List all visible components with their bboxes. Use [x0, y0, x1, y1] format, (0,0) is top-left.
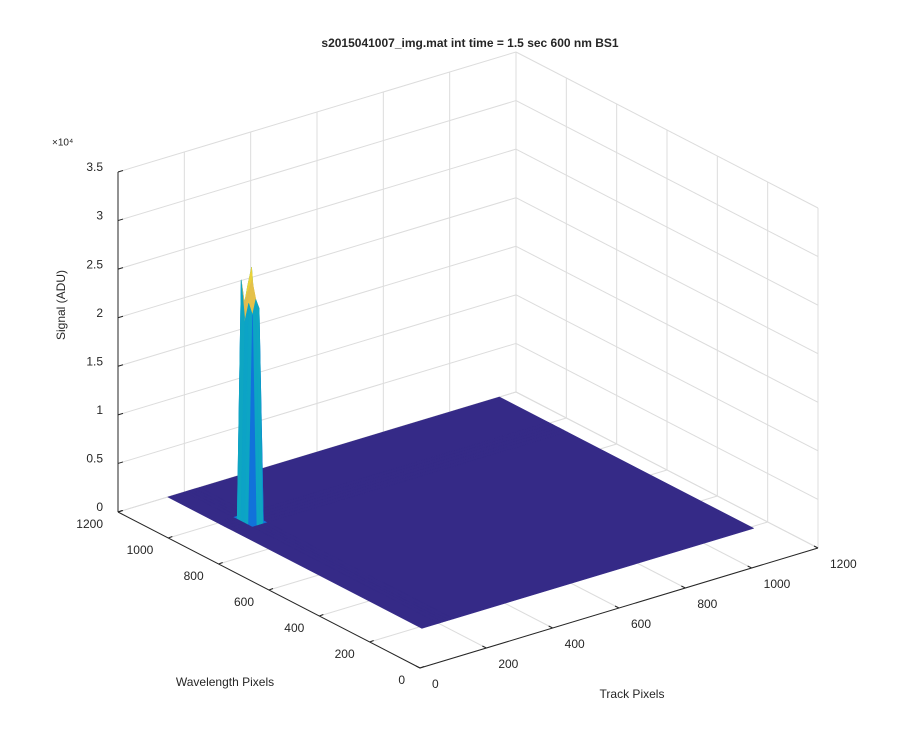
z-tick-label: 0.5	[86, 452, 103, 466]
z-axis-label: Signal (ADU)	[54, 270, 68, 340]
x-tick-label: 1000	[764, 577, 791, 591]
x-tick	[747, 565, 752, 569]
z-tick	[117, 218, 124, 222]
x-tick-label: 400	[565, 637, 585, 651]
z-tick	[117, 315, 124, 319]
y-tick-label: 600	[234, 595, 254, 609]
chart-title: s2015041007_img.mat int time = 1.5 sec 6…	[321, 36, 619, 50]
y-tick-label: 1000	[127, 543, 154, 557]
grid-line	[515, 51, 819, 209]
y-tick	[419, 666, 425, 669]
grid-line	[117, 197, 517, 319]
x-tick	[482, 645, 487, 649]
z-tick	[117, 461, 124, 464]
z-tick	[117, 510, 124, 513]
grid-line	[117, 51, 517, 173]
x-tick	[813, 545, 819, 549]
x-tick-label: 800	[697, 597, 717, 611]
x-tick	[415, 665, 421, 669]
z-tick-label: 3.5	[86, 160, 103, 174]
x-tick-label: 1200	[830, 557, 857, 571]
z-tick	[117, 170, 124, 173]
grid-line	[515, 100, 819, 258]
y-tick-label: 800	[184, 569, 204, 583]
y-tick	[268, 588, 274, 591]
y-tick-label: 0	[398, 673, 405, 687]
z-tick-label: 2.5	[86, 257, 103, 271]
z-tick-label: 2	[96, 306, 103, 320]
y-tick-label: 400	[284, 621, 304, 635]
y-tick	[168, 536, 173, 539]
y-tick	[369, 640, 374, 643]
x-tick	[681, 585, 686, 589]
z-tick-label: 3	[96, 209, 103, 223]
y-tick-label: 1200	[76, 517, 103, 531]
y-axis-label: Wavelength Pixels	[176, 675, 274, 689]
grid-line	[117, 342, 517, 464]
x-tick-label: 600	[631, 617, 651, 631]
x-tick	[548, 625, 553, 629]
grid-line	[515, 294, 819, 452]
z-tick-label: 0	[96, 500, 103, 514]
grid-line	[515, 391, 819, 549]
z-tick	[117, 412, 124, 416]
x-axis-label: Track Pixels	[600, 687, 665, 701]
grid-line	[515, 197, 819, 355]
grid-line	[117, 245, 517, 367]
x-tick-label: 200	[498, 657, 518, 671]
grid-line	[515, 245, 819, 403]
z-exponent: ×10⁴	[52, 138, 73, 149]
x-tick	[614, 605, 620, 609]
z-tick-label: 1.5	[86, 354, 103, 368]
y-tick	[319, 614, 324, 617]
z-tick-label: 1	[96, 403, 103, 417]
grid-line	[515, 342, 819, 500]
y-tick-label: 200	[335, 647, 355, 661]
z-tick	[117, 364, 124, 367]
surface-patch	[235, 526, 439, 629]
grid-line	[515, 148, 819, 306]
grid-line	[117, 294, 517, 416]
z-tick	[117, 267, 124, 270]
grid-line	[117, 148, 517, 270]
y-tick	[218, 562, 223, 565]
x-tick-label: 0	[432, 677, 439, 691]
grid-line	[117, 100, 517, 222]
